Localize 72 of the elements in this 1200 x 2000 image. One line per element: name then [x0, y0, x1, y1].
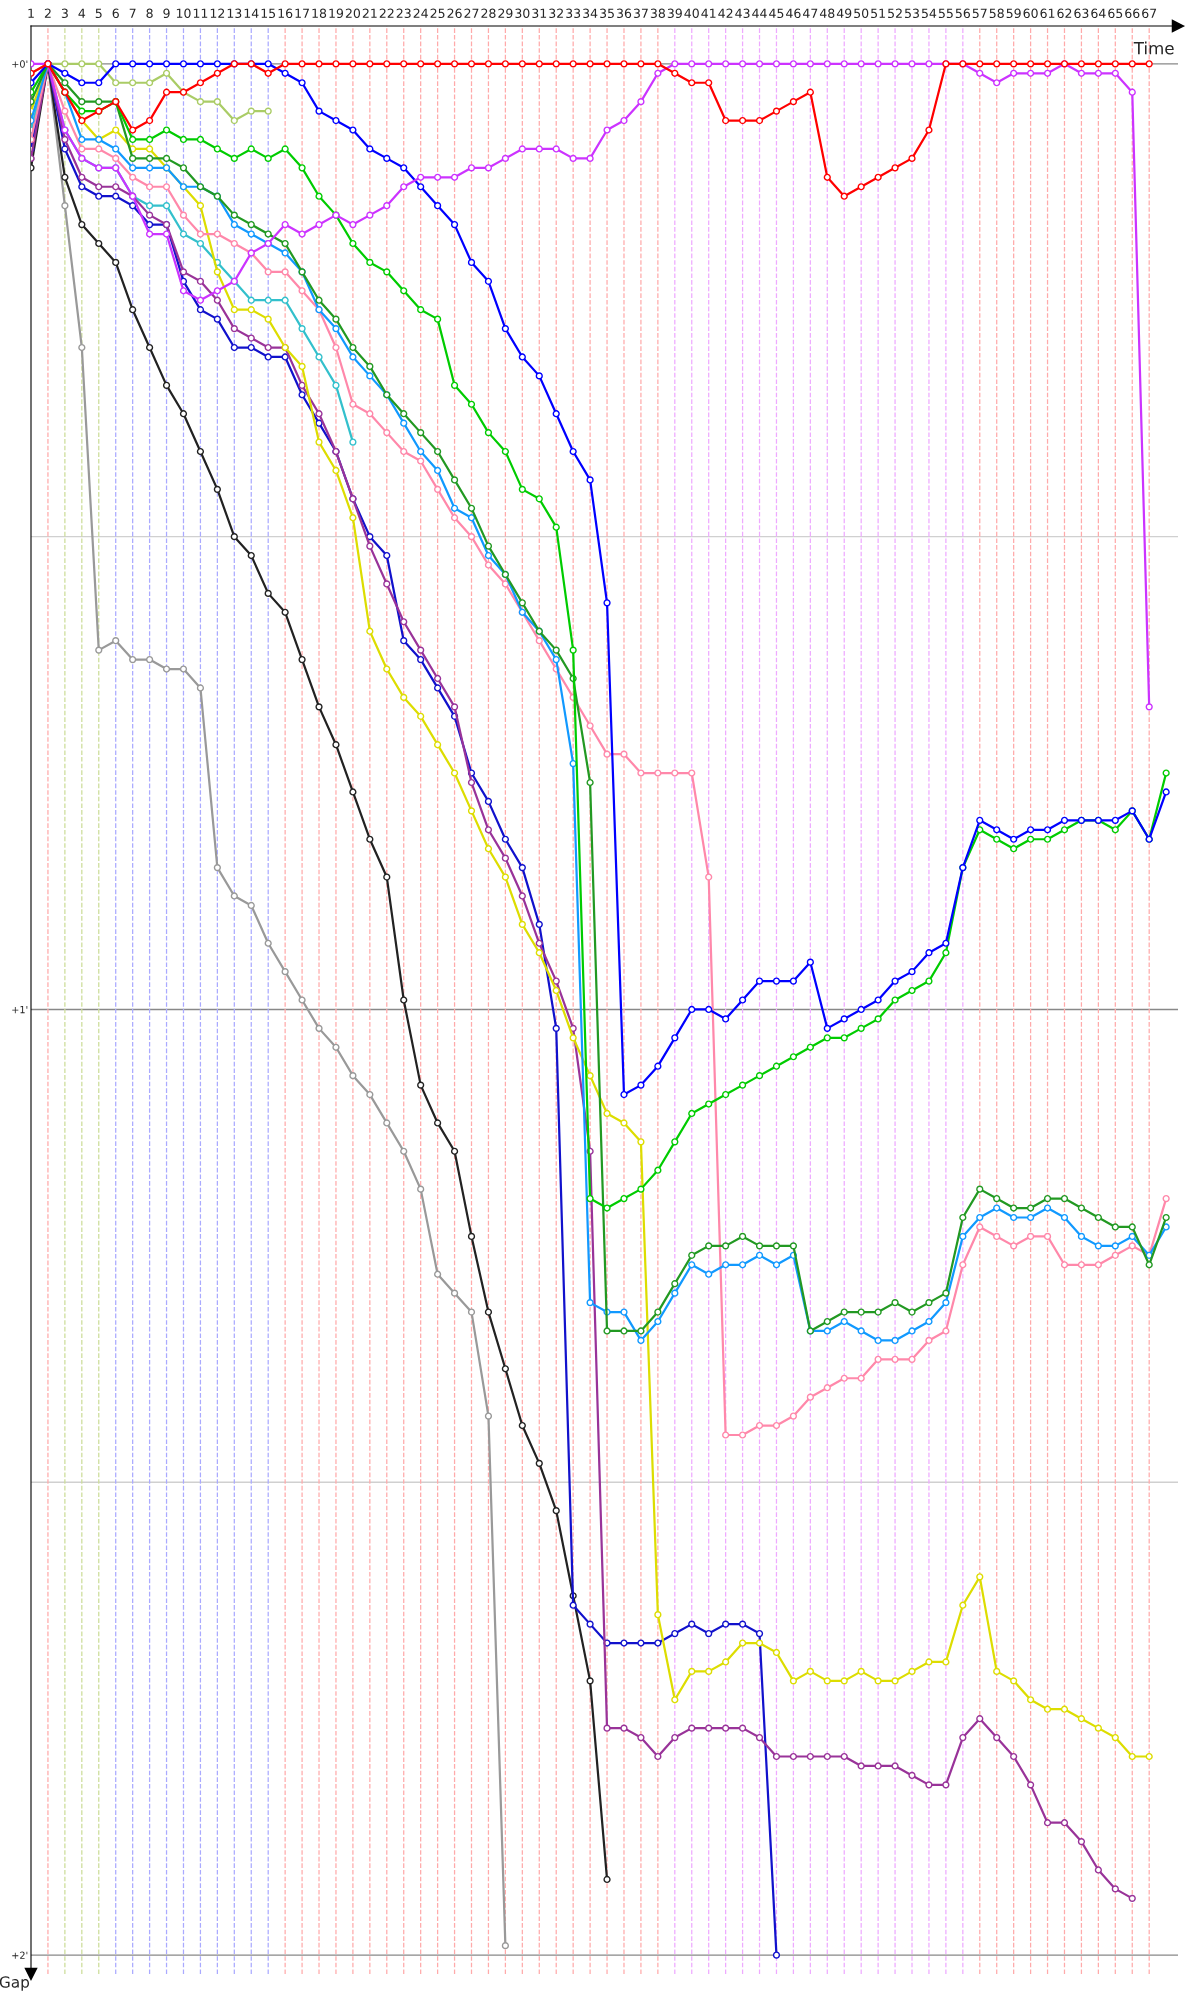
x-tick-label: 56 [955, 8, 970, 19]
x-tick-label: 12 [210, 8, 225, 18]
x-tick-label: 1 [28, 8, 34, 18]
x-tick-label: 22 [379, 8, 394, 18]
x-tick-label: 21 [362, 8, 377, 18]
x-tick-label: 58 [989, 8, 1004, 19]
x-tick-label: 48 [819, 8, 835, 19]
x-tick-label: 25 [430, 8, 445, 19]
x-tick-label: 30 [515, 8, 530, 19]
x-tick-label: 16 [278, 8, 293, 19]
x-tick-label: 23 [396, 8, 411, 19]
x-tick-label: 50 [854, 8, 869, 19]
x-tick-label: 14 [244, 8, 259, 18]
x-tick-label: 26 [447, 8, 462, 19]
x-tick-label: 40 [684, 8, 699, 19]
x-tick-label: 9 [163, 8, 170, 19]
x-tick-label: 45 [769, 8, 784, 19]
x-tick-label: 65 [1108, 8, 1123, 19]
x-tick-label: 61 [1040, 8, 1055, 19]
x-tick-label: 8 [146, 8, 153, 19]
x-tick-label: 15 [261, 8, 276, 19]
x-tick-label: 3 [61, 8, 68, 19]
x-tick-label: 31 [532, 8, 547, 19]
x-tick-label: 41 [701, 8, 716, 18]
x-tick-label: 55 [938, 8, 953, 19]
x-tick-label: 24 [413, 8, 428, 18]
x-axis-title: Time [1133, 41, 1174, 55]
x-tick-label: 34 [583, 8, 598, 19]
x-tick-label: 51 [871, 8, 885, 19]
x-tick-label: 62 [1057, 8, 1072, 19]
x-tick-label: 63 [1074, 8, 1089, 19]
x-tick-label: 2 [44, 8, 51, 18]
x-tick-label: 44 [752, 8, 767, 18]
x-tick-label: 52 [888, 8, 902, 19]
x-tick-label: 67 [1142, 8, 1157, 19]
x-tick-label: 4 [78, 8, 86, 18]
x-tick-label: 36 [616, 8, 632, 19]
x-tick-label: 42 [718, 8, 733, 18]
x-tick-label: 27 [464, 8, 479, 18]
x-tick-label: 37 [633, 8, 648, 19]
y-tick-label: +1' [12, 1006, 28, 1014]
x-tick-label: 60 [1023, 8, 1038, 19]
x-tick-label: 38 [650, 8, 665, 19]
x-tick-label: 17 [295, 8, 309, 18]
x-tick-label: 39 [667, 8, 682, 19]
x-tick-label: 13 [227, 8, 242, 19]
x-tick-label: 46 [786, 8, 801, 19]
x-tick-label: 43 [735, 8, 750, 19]
x-tick-label: 18 [312, 8, 327, 19]
x-tick-label: 29 [498, 8, 513, 19]
x-tick-label: 57 [972, 8, 987, 19]
x-tick-label: 49 [836, 8, 852, 19]
x-tick-label: 7 [129, 8, 136, 18]
x-tick-label: 20 [345, 8, 361, 19]
x-tick-label: 11 [193, 8, 208, 18]
y-tick-label: +0' [12, 60, 28, 68]
x-tick-label: 5 [95, 8, 102, 19]
x-tick-label: 54 [921, 8, 937, 19]
x-tick-label: 66 [1125, 8, 1140, 19]
y-tick-label: +2' [12, 1951, 28, 1959]
x-tick-label: 64 [1091, 8, 1106, 19]
x-tick-label: 19 [329, 8, 344, 19]
x-tick-label: 6 [112, 8, 119, 19]
x-tick-label: 53 [905, 8, 919, 19]
x-tick-label: 59 [1006, 8, 1021, 19]
y-axis-title: Gap [0, 1976, 30, 1991]
x-tick-label: 35 [600, 8, 614, 19]
x-tick-label: 10 [176, 8, 191, 19]
x-tick-label: 47 [803, 8, 818, 18]
x-tick-label: 28 [481, 8, 496, 19]
x-tick-label: 33 [566, 8, 581, 19]
x-tick-label: 32 [549, 8, 563, 19]
